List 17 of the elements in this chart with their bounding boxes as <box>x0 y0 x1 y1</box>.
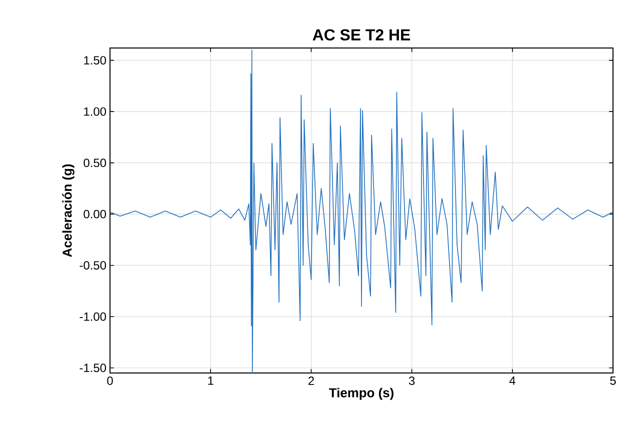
x-axis-title: Tiempo (s) <box>329 388 394 400</box>
chart-title: AC SE T2 HE <box>312 29 410 40</box>
y-tick-label: 1.00 <box>84 107 106 116</box>
x-tick-label: 1 <box>208 376 214 385</box>
x-tick-label: 0 <box>107 376 113 385</box>
line-series <box>110 50 614 373</box>
y-tick-label: 0.50 <box>84 158 106 168</box>
x-tick-label: 5 <box>610 376 616 385</box>
y-tick-label: 1.50 <box>84 56 106 65</box>
y-tick-label: -1.50 <box>80 364 106 372</box>
y-axis-title: Aceleración (g) <box>62 164 74 257</box>
x-tick-label: 3 <box>408 376 415 385</box>
y-tick-label: -0.50 <box>80 261 106 270</box>
y-tick-label: 0.00 <box>84 210 106 218</box>
y-tick-label: -1.00 <box>80 312 106 321</box>
x-tick-label: 4 <box>509 376 516 385</box>
x-tick-label: 2 <box>308 376 314 385</box>
